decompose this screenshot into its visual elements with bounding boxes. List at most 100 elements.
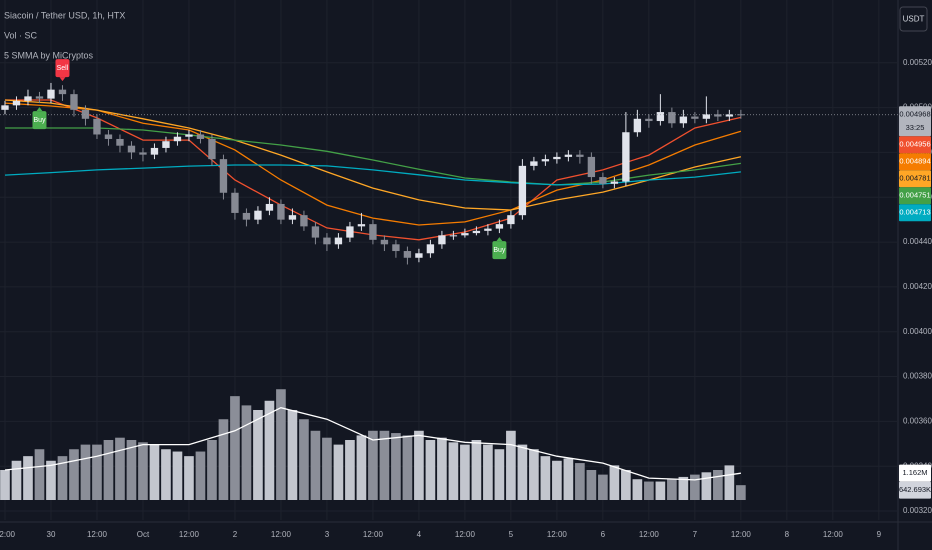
volume-bar — [517, 444, 528, 500]
x-tick-label: 12:00 — [731, 530, 752, 539]
candle-body — [656, 112, 665, 122]
candle-body — [346, 226, 354, 238]
candle-body — [415, 253, 423, 258]
volume-bar — [575, 463, 585, 500]
x-tick-label: 12:00 — [87, 530, 108, 539]
candle-body — [12, 100, 21, 106]
candle-body — [288, 215, 297, 220]
volume-bar — [713, 470, 723, 500]
candle-body — [518, 165, 527, 216]
signal-pointer — [36, 107, 43, 112]
volume-bar — [310, 430, 321, 500]
volume-bar — [69, 449, 79, 500]
candle-body — [127, 145, 136, 153]
volume-bar — [80, 444, 91, 500]
volume-bar — [414, 430, 424, 500]
volume-bar — [460, 444, 470, 500]
x-tick-label: 12:00 — [363, 530, 384, 539]
candle-body — [484, 228, 492, 231]
candle-body — [530, 161, 538, 166]
signal-pointer — [59, 77, 66, 82]
volume-bar — [195, 451, 206, 500]
volume-bar — [437, 437, 447, 500]
x-tick-label: 12:00 — [547, 530, 568, 539]
volume-bar — [402, 435, 413, 500]
x-tick-label: 9 — [877, 530, 882, 539]
volume-bar — [632, 479, 643, 500]
candle-body — [81, 109, 90, 119]
volume-bar — [678, 476, 689, 500]
volume-bar — [172, 451, 183, 500]
candle-body — [725, 114, 734, 117]
volume-bar — [0, 470, 10, 500]
x-tick-label: 30 — [47, 530, 56, 539]
volume-bar — [57, 456, 68, 500]
signal-label: Sell — [57, 65, 69, 72]
volume-bar — [287, 410, 298, 500]
currency-label[interactable]: USDT — [903, 15, 925, 24]
candle-body — [219, 159, 228, 193]
volume-bar — [230, 396, 240, 500]
volume-bar — [563, 458, 574, 500]
candle-body — [645, 118, 653, 122]
volume-bar — [299, 419, 309, 500]
volume-bar — [241, 405, 252, 500]
volume-bar — [103, 440, 114, 500]
x-tick-label: 12:00 — [639, 530, 660, 539]
volume-bar — [126, 440, 137, 500]
candle-body — [35, 96, 44, 99]
candle-body — [668, 112, 676, 124]
x-tick-label: 6 — [601, 530, 606, 539]
volume-bar — [586, 470, 597, 500]
candle-body — [1, 105, 9, 110]
price-tag — [899, 187, 931, 205]
volume-bar — [46, 460, 56, 500]
indicator-legend: 5 SMMA by MiCryptos — [4, 50, 94, 60]
price-tag-label: 0.004751 — [899, 191, 930, 200]
volume-legend: Vol · SC — [4, 30, 38, 40]
candle-body — [139, 152, 147, 155]
candle-body — [737, 114, 745, 116]
candle-body — [622, 132, 630, 182]
price-tag-label: 0.004956 — [899, 140, 930, 149]
volume-bar — [540, 456, 551, 500]
candle-body — [380, 239, 389, 245]
candle-body — [702, 114, 711, 119]
x-tick-label: 5 — [509, 530, 514, 539]
volume-bar — [644, 481, 654, 500]
price-tag — [899, 481, 931, 499]
volume-bar — [253, 410, 263, 500]
candle-body — [576, 154, 584, 157]
candle-body — [369, 224, 377, 240]
volume-bar — [207, 440, 217, 500]
volume-bar — [736, 485, 746, 500]
volume-bar — [529, 449, 539, 500]
volume-bar — [92, 444, 102, 500]
candle-body — [58, 89, 67, 95]
price-tag-label: 1.162M — [902, 468, 927, 477]
candle-body — [357, 224, 366, 227]
candle-body — [587, 156, 596, 178]
candle-body — [495, 224, 504, 229]
volume-bar — [276, 389, 286, 500]
price-tag — [899, 204, 931, 222]
candle-body — [691, 116, 699, 119]
x-tick-label: 12:00 — [455, 530, 476, 539]
candle-body — [392, 244, 400, 252]
volume-bar — [655, 481, 666, 500]
x-tick-label: 3 — [325, 530, 330, 539]
price-tag-label: 642.693K — [899, 485, 931, 494]
volume-bar — [448, 442, 459, 500]
x-tick-label: 12:00 — [271, 530, 292, 539]
currency-button[interactable] — [899, 6, 928, 32]
candle-body — [311, 226, 320, 238]
price-tag — [899, 464, 931, 482]
candle-body — [426, 244, 435, 254]
candle-body — [277, 203, 285, 220]
volume-bar — [333, 444, 344, 500]
x-tick-label: 8 — [785, 530, 790, 539]
